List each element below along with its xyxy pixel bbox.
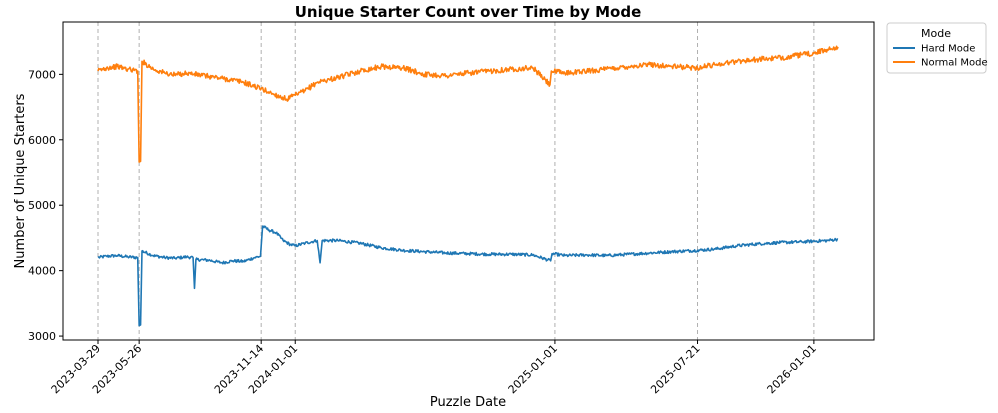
- plot-frame: [62, 21, 875, 341]
- series-line-0: [97, 225, 839, 327]
- legend-title: Mode: [921, 27, 951, 40]
- legend-frame: [886, 22, 987, 74]
- x-tick-label-5: 2025-07-21: [648, 342, 702, 396]
- series-line-1: [97, 45, 839, 163]
- y-tick-label-4: 7000: [28, 68, 56, 81]
- y-tick-label-2: 5000: [28, 199, 56, 212]
- legend-label-1: Normal Mode: [921, 58, 988, 69]
- x-axis-label: Puzzle Date: [430, 395, 506, 410]
- reference-lines: [97, 22, 815, 340]
- x-tick-label-4: 2025-01-01: [506, 342, 560, 396]
- y-tick-label-3: 6000: [28, 134, 56, 147]
- x-tick-label-6: 2026-01-01: [765, 342, 819, 396]
- y-tick-label-0: 3000: [28, 330, 56, 343]
- legend-label-0: Hard Mode: [921, 44, 975, 55]
- plot-lines: [97, 45, 839, 327]
- y-tick-label-1: 4000: [28, 265, 56, 278]
- legend: Mode Hard Mode Normal Mode: [886, 22, 988, 74]
- y-axis-label: Number of Unique Starters: [13, 93, 28, 268]
- y-axis-ticks: 3000 4000 5000 6000 7000: [28, 68, 63, 343]
- chart-title: Unique Starter Count over Time by Mode: [295, 3, 642, 21]
